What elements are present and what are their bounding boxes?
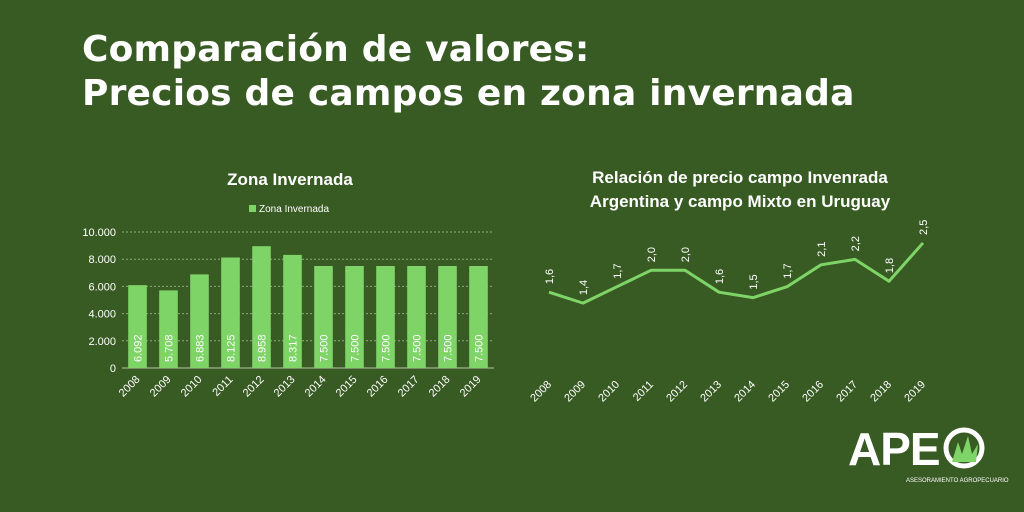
line-chart-title-line-2: Argentina y campo Mixto en Uruguay (589, 192, 891, 211)
bar-y-tick-label: 8.000 (88, 254, 116, 266)
bar-x-tick-label: 2018 (427, 374, 453, 400)
bar (345, 266, 364, 368)
bar-data-label: 5.708 (164, 334, 176, 362)
line-x-tick-label: 2011 (631, 379, 656, 404)
bar-x-tick-label: 2011 (210, 374, 235, 399)
bar-data-label: 7.500 (381, 334, 393, 362)
line-data-label: 2,1 (816, 242, 828, 257)
line-x-tick-label: 2010 (596, 379, 622, 405)
line-x-tick-label: 2012 (664, 379, 690, 405)
bar-y-tick-label: 4.000 (88, 309, 116, 321)
logo-text: APE (848, 423, 941, 475)
bar-data-label: 7.500 (350, 334, 362, 362)
bar (252, 246, 271, 368)
line-data-label: 1,6 (544, 269, 556, 284)
bar (314, 266, 333, 368)
line-x-tick-label: 2018 (868, 379, 894, 405)
line-chart-title-line-1: Relación de precio campo Invenrada (592, 168, 888, 187)
line-data-label: 1,8 (884, 258, 896, 273)
line-x-tick-label: 2017 (834, 379, 860, 405)
bar-x-tick-label: 2012 (241, 374, 267, 400)
bar-data-label: 6.092 (133, 334, 145, 362)
bar-x-tick-label: 2017 (396, 374, 422, 400)
line-x-tick-label: 2019 (902, 379, 928, 405)
bar-y-tick-label: 2.000 (88, 336, 116, 348)
ape-logo: APE ASESORAMIENTO AGROPECUARIO (848, 423, 1009, 494)
bar-x-tick-label: 2008 (117, 374, 143, 400)
bar-x-tick-label: 2015 (334, 374, 360, 400)
line-data-label: 1,7 (612, 263, 624, 278)
line-x-tick-label: 2015 (766, 379, 792, 405)
bar-data-label: 7.500 (412, 334, 424, 362)
bar-data-label: 7.500 (443, 334, 455, 362)
bar (221, 257, 240, 368)
bar-data-label: 8.958 (257, 334, 269, 362)
bar-x-tick-label: 2014 (303, 374, 329, 400)
bar (438, 266, 457, 368)
bar (407, 266, 426, 368)
bar-x-tick-label: 2013 (272, 374, 298, 400)
line-data-label: 1,6 (714, 269, 726, 284)
page-title: Comparación de valores: Precios de campo… (82, 28, 855, 116)
bar-data-label: 8.125 (226, 334, 238, 362)
bar-data-label: 7.500 (474, 334, 486, 362)
bar-y-tick-label: 6.000 (88, 281, 116, 293)
bar-data-label: 8.317 (288, 334, 300, 362)
bar (159, 290, 178, 368)
logo-leaf-icon (943, 427, 985, 469)
logo-subtitle: ASESORAMIENTO AGROPECUARIO (906, 478, 1009, 484)
bar-legend-label: Zona Invernada (259, 204, 329, 215)
bar (128, 285, 147, 368)
bar-legend-swatch (249, 205, 256, 212)
line-x-tick-label: 2013 (698, 379, 724, 405)
bar-x-tick-label: 2016 (365, 374, 391, 400)
bar-chart-title: Zona Invernada (227, 170, 353, 189)
line-data-label: 1,4 (578, 280, 590, 295)
bar-data-label: 6.883 (195, 334, 207, 362)
title-line-1: Comparación de valores: (82, 29, 590, 70)
bar (283, 254, 302, 368)
bar-x-tick-label: 2010 (179, 374, 205, 400)
bar-y-tick-label: 10.000 (82, 227, 116, 239)
line-x-tick-label: 2009 (562, 379, 588, 405)
bar-y-tick-label: 0 (110, 363, 116, 375)
line-data-label: 1,5 (748, 274, 760, 289)
line-data-label: 2,2 (850, 236, 862, 251)
line-chart-title: Relación de precio campo Invenrada Argen… (530, 166, 950, 214)
bar (469, 266, 488, 368)
bar-x-tick-label: 2019 (458, 374, 484, 400)
line-x-tick-label: 2008 (528, 379, 554, 405)
bar-data-label: 7.500 (319, 334, 331, 362)
line-data-label: 2,0 (646, 247, 658, 262)
line-x-tick-label: 2014 (732, 379, 758, 405)
bar (190, 274, 209, 368)
bar (376, 266, 395, 368)
line-data-label: 1,7 (782, 263, 794, 278)
line-data-label: 2,5 (918, 220, 930, 235)
line-x-tick-label: 2016 (800, 379, 826, 405)
line-data-label: 2,0 (680, 247, 692, 262)
line-series (548, 241, 925, 305)
title-line-2: Precios de campos en zona invernada (82, 73, 855, 114)
bar-x-tick-label: 2009 (148, 374, 174, 400)
